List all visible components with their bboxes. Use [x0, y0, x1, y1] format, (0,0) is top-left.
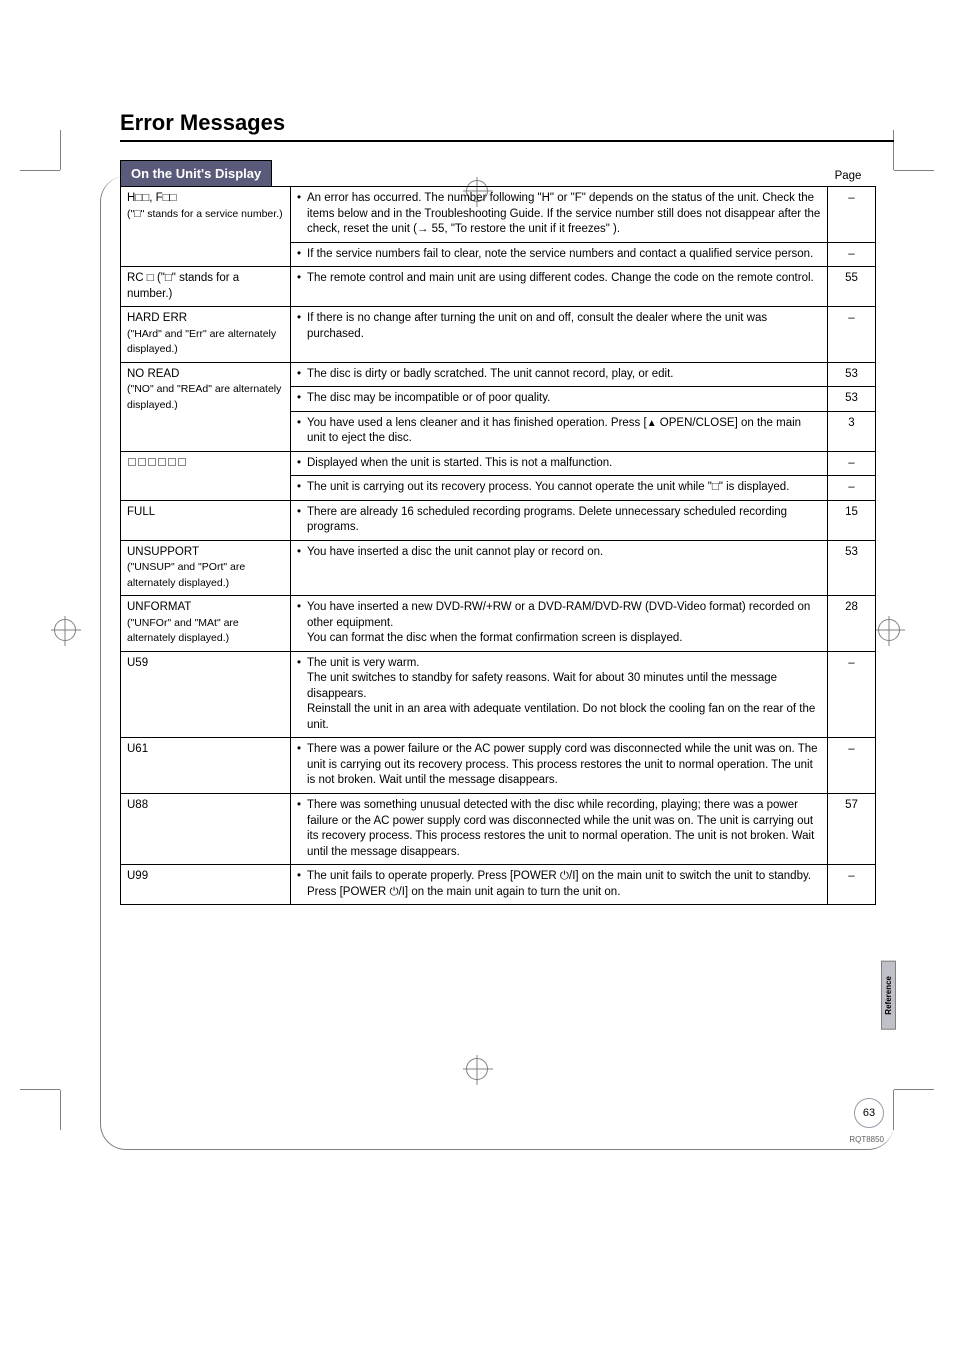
- page-ref-cell: –: [828, 242, 876, 267]
- error-description: You have inserted a disc the unit cannot…: [297, 545, 821, 561]
- table-row: H□□, F□□("□" stands for a service number…: [121, 187, 876, 243]
- page-number: 63: [863, 1107, 875, 1119]
- side-section-tab: Reference: [881, 961, 896, 1030]
- table-row: RC □ ("□" stands for a number.) The remot…: [121, 267, 876, 307]
- table-row: U88There was something unusual detected …: [121, 793, 876, 864]
- error-code-cell: U59: [121, 651, 291, 738]
- error-code-cell: FULL: [121, 500, 291, 540]
- error-description: There was something unusual detected wit…: [297, 798, 821, 860]
- error-description: You have used a lens cleaner and it has …: [297, 416, 821, 447]
- error-code-cell: U99: [121, 865, 291, 905]
- error-description-cell: The unit fails to operate properly. Pres…: [291, 865, 828, 905]
- error-description: You have inserted a new DVD-RW/+RW or a …: [297, 600, 821, 647]
- error-description: The unit fails to operate properly. Pres…: [297, 869, 821, 900]
- page-ref-cell: 53: [828, 362, 876, 387]
- page-ref-cell: –: [828, 476, 876, 501]
- error-description: The disc is dirty or badly scratched. Th…: [297, 367, 821, 383]
- section-header-tab: On the Unit's Display: [120, 160, 272, 186]
- error-description-cell: If there is no change after turning the …: [291, 307, 828, 363]
- error-code-cell: [121, 451, 291, 500]
- error-description-cell: You have inserted a new DVD-RW/+RW or a …: [291, 596, 828, 652]
- error-description: The disc may be incompatible or of poor …: [297, 391, 821, 407]
- page-title: Error Messages: [120, 110, 894, 136]
- error-description-cell: The unit is carrying out its recovery pr…: [291, 476, 828, 501]
- error-description: The remote control and main unit are usi…: [297, 271, 821, 287]
- error-description-cell: There are already 16 scheduled recording…: [291, 500, 828, 540]
- table-row: UNFORMAT("UNFOr" and "MAt" are alternate…: [121, 596, 876, 652]
- error-table: H□□, F□□("□" stands for a service number…: [120, 186, 876, 905]
- page-ref-cell: 53: [828, 540, 876, 596]
- page-ref-cell: –: [828, 451, 876, 476]
- error-description: Displayed when the unit is started. This…: [297, 456, 821, 472]
- error-description: There are already 16 scheduled recording…: [297, 505, 821, 536]
- error-description-cell: There was a power failure or the AC powe…: [291, 738, 828, 794]
- page-ref-cell: 55: [828, 267, 876, 307]
- page-ref-cell: –: [828, 651, 876, 738]
- error-code-cell: RC □ ("□" stands for a number.): [121, 267, 291, 307]
- table-row: U61There was a power failure or the AC p…: [121, 738, 876, 794]
- page-ref-cell: –: [828, 865, 876, 905]
- error-code-cell: UNSUPPORT("UNSUP" and "POrt" are alterna…: [121, 540, 291, 596]
- page-ref-cell: 57: [828, 793, 876, 864]
- error-description-cell: There was something unusual detected wit…: [291, 793, 828, 864]
- error-description: If there is no change after turning the …: [297, 311, 821, 342]
- error-description: If the service numbers fail to clear, no…: [297, 247, 821, 263]
- error-description-cell: If the service numbers fail to clear, no…: [291, 242, 828, 267]
- error-description: An error has occurred. The number follow…: [297, 191, 821, 238]
- error-description-cell: An error has occurred. The number follow…: [291, 187, 828, 243]
- error-description-cell: The disc may be incompatible or of poor …: [291, 387, 828, 412]
- document-code: RQT8850: [849, 1135, 884, 1144]
- error-description-cell: You have used a lens cleaner and it has …: [291, 411, 828, 451]
- page-column-label: Page: [828, 170, 876, 186]
- error-description-cell: The disc is dirty or badly scratched. Th…: [291, 362, 828, 387]
- table-row: NO READ("NO" and "REAd" are alternately …: [121, 362, 876, 387]
- page-ref-cell: 15: [828, 500, 876, 540]
- error-code-cell: HARD ERR("HArd" and "Err" are alternatel…: [121, 307, 291, 363]
- error-code-cell: UNFORMAT("UNFOr" and "MAt" are alternate…: [121, 596, 291, 652]
- error-description: The unit is very warm.The unit switches …: [297, 656, 821, 734]
- error-description-cell: You have inserted a disc the unit cannot…: [291, 540, 828, 596]
- error-code-cell: U88: [121, 793, 291, 864]
- page-ref-cell: 3: [828, 411, 876, 451]
- page-ref-cell: –: [828, 738, 876, 794]
- error-description-cell: The unit is very warm.The unit switches …: [291, 651, 828, 738]
- page: Error Messages On the Unit's Display Pag…: [60, 110, 894, 1150]
- table-row: HARD ERR("HArd" and "Err" are alternatel…: [121, 307, 876, 363]
- error-description-cell: The remote control and main unit are usi…: [291, 267, 828, 307]
- table-row: Displayed when the unit is started. This…: [121, 451, 876, 476]
- page-ref-cell: 53: [828, 387, 876, 412]
- error-description: There was a power failure or the AC powe…: [297, 742, 821, 789]
- table-header-row: On the Unit's Display Page: [120, 160, 876, 186]
- error-description: The unit is carrying out its recovery pr…: [297, 480, 821, 496]
- error-description-cell: Displayed when the unit is started. This…: [291, 451, 828, 476]
- content-area: On the Unit's Display Page H□□, F□□("□" …: [120, 160, 876, 905]
- table-row: FULLThere are already 16 scheduled recor…: [121, 500, 876, 540]
- error-code-cell: U61: [121, 738, 291, 794]
- error-code-cell: NO READ("NO" and "REAd" are alternately …: [121, 362, 291, 451]
- page-number-badge: 63: [854, 1098, 884, 1128]
- page-ref-cell: –: [828, 307, 876, 363]
- error-code-cell: H□□, F□□("□" stands for a service number…: [121, 187, 291, 267]
- table-row: U59The unit is very warm.The unit switch…: [121, 651, 876, 738]
- title-rule: [120, 140, 894, 142]
- page-ref-cell: –: [828, 187, 876, 243]
- table-row: UNSUPPORT("UNSUP" and "POrt" are alterna…: [121, 540, 876, 596]
- page-ref-cell: 28: [828, 596, 876, 652]
- table-row: U99The unit fails to operate properly. P…: [121, 865, 876, 905]
